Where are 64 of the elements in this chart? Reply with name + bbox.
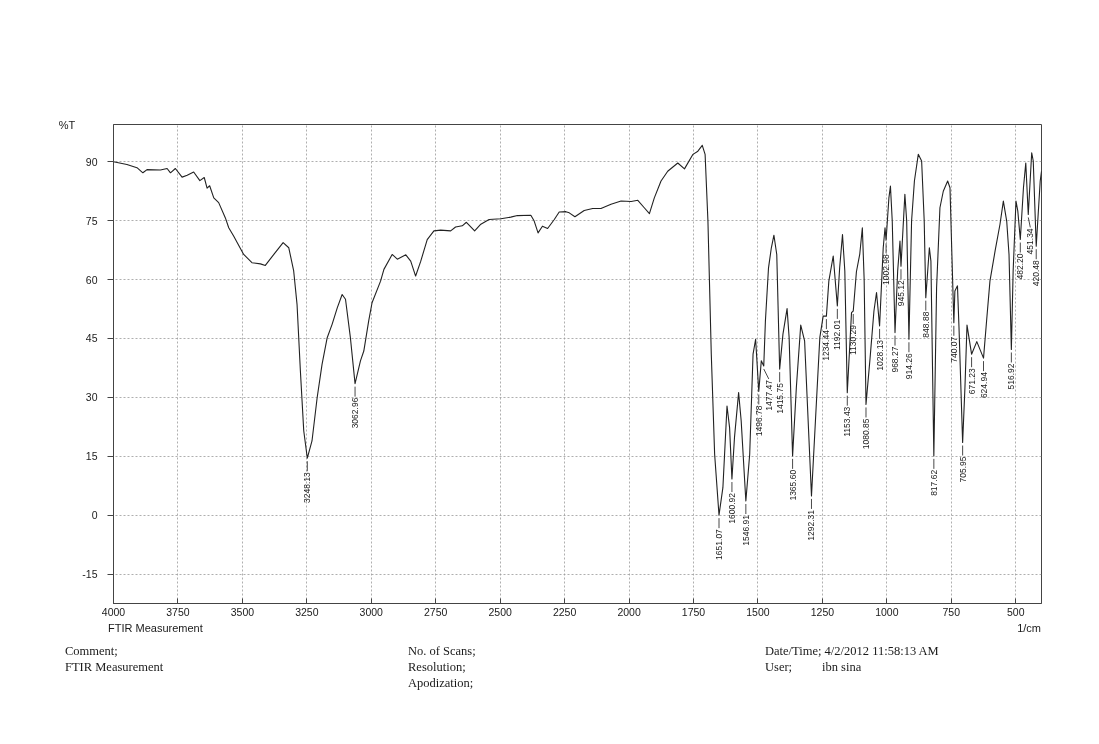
y-tick-label: 60 (85, 273, 98, 286)
annotation: 817.62 (928, 469, 939, 496)
x-tick-label: 750 (942, 605, 961, 618)
x-tick-label: 3250 (295, 605, 319, 618)
annotation: 451.34 (1025, 228, 1036, 255)
x-axis-title: 1/cm (1017, 622, 1041, 636)
x-tick-label: 1500 (746, 605, 770, 618)
x-tick-label: 3500 (230, 605, 255, 618)
annotation: 1292.31 (806, 509, 817, 541)
x-tick-label: 2000 (617, 605, 641, 618)
y-tick-label: 90 (85, 155, 98, 168)
annotation: 624.94 (978, 371, 989, 399)
x-tick-label: 500 (1006, 605, 1025, 618)
x-tick-label: 3000 (359, 605, 384, 618)
annotation: 1415.75 (774, 382, 785, 414)
annotation: 1028.13 (874, 339, 885, 371)
text: ibn sina (822, 659, 862, 675)
annotation: 1496.78 (753, 405, 764, 437)
annotation: 914.26 (903, 352, 914, 380)
annotation: 3248.13 (302, 471, 313, 503)
annotation: 1153.43 (842, 406, 853, 437)
y-tick-label: 45 (85, 332, 98, 345)
y-tick-label: 75 (85, 214, 98, 227)
annotation: 3062.96 (350, 397, 361, 429)
annotation: 516.92 (1006, 363, 1017, 390)
annotation: 420.48 (1031, 259, 1042, 287)
annotation: 968.27 (890, 346, 901, 373)
annotation: 482.20 (1015, 253, 1026, 280)
x-tick-label: 2250 (552, 605, 577, 618)
annotation: 1192.01 (832, 319, 843, 350)
y-tick-label: 0 (91, 509, 98, 522)
y-tick-label: 30 (85, 391, 98, 404)
x-tick-label: 1250 (810, 605, 835, 618)
annotation: 1546.91 (740, 514, 751, 546)
annotation: 848.88 (920, 311, 931, 338)
x-tick-label: 3750 (166, 605, 190, 618)
text: Apodization; (408, 675, 474, 691)
annotation: 1651.07 (714, 528, 724, 560)
x-tick-label: 1000 (875, 605, 899, 618)
text: Date/Time; 4/2/2012 11:58:13 AM (765, 643, 939, 659)
annotation: 1477.47 (763, 379, 774, 411)
annotation: 945.12 (895, 279, 906, 307)
annotation: 1234.44 (821, 329, 832, 361)
y-tick-label: -15 (82, 568, 98, 581)
text: User; (765, 659, 793, 675)
text: No. of Scans; (408, 643, 476, 659)
annotation: 671.23 (966, 367, 977, 395)
x-tick-label: 4000 (101, 605, 126, 618)
annotation: 1002.98 (881, 254, 892, 286)
y-tick-label: 15 (85, 450, 98, 463)
x-tick-label: 2500 (488, 605, 513, 618)
annotation: 1365.60 (787, 469, 798, 501)
x-tick-label: 1750 (681, 605, 706, 618)
annotation: 740.07 (948, 336, 959, 363)
text: Comment; (65, 643, 118, 659)
x-tick-label: 2750 (424, 605, 448, 618)
annotation: 1600.92 (726, 492, 737, 524)
annotation: 1130.29 (848, 324, 859, 356)
text: Resolution; (408, 659, 466, 675)
annotation: 1080.85 (860, 418, 871, 450)
y-axis-title: %T (58, 118, 76, 131)
text: FTIR Measurement (108, 622, 203, 636)
text: FTIR Measurement (65, 659, 164, 675)
annotation: 705.95 (957, 456, 968, 483)
